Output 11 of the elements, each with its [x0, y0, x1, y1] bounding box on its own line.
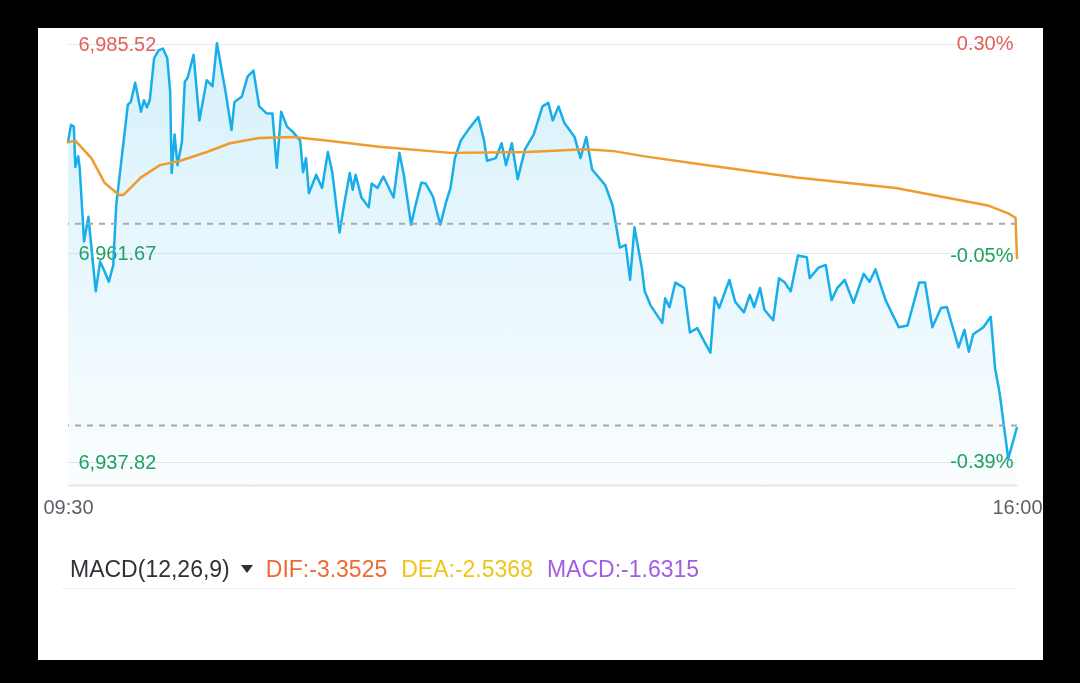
y2-tick-label: -0.05%: [950, 244, 1014, 267]
y-tick-label: 6,937.82: [78, 450, 157, 473]
y2-tick-label: 0.30%: [956, 32, 1014, 55]
text: DIF:-3.3525: [265, 555, 388, 583]
x-tick-label: 16:00: [992, 495, 1043, 518]
x-tick-label: 09:30: [43, 495, 94, 518]
y2-tick-label: -0.39%: [950, 450, 1014, 473]
text: MACD(12,26,9): [70, 555, 230, 583]
text: DEA:-2.5368: [401, 555, 533, 583]
text: MACD:-1.6315: [546, 555, 700, 583]
y-tick-label: 6,985.52: [78, 32, 157, 55]
